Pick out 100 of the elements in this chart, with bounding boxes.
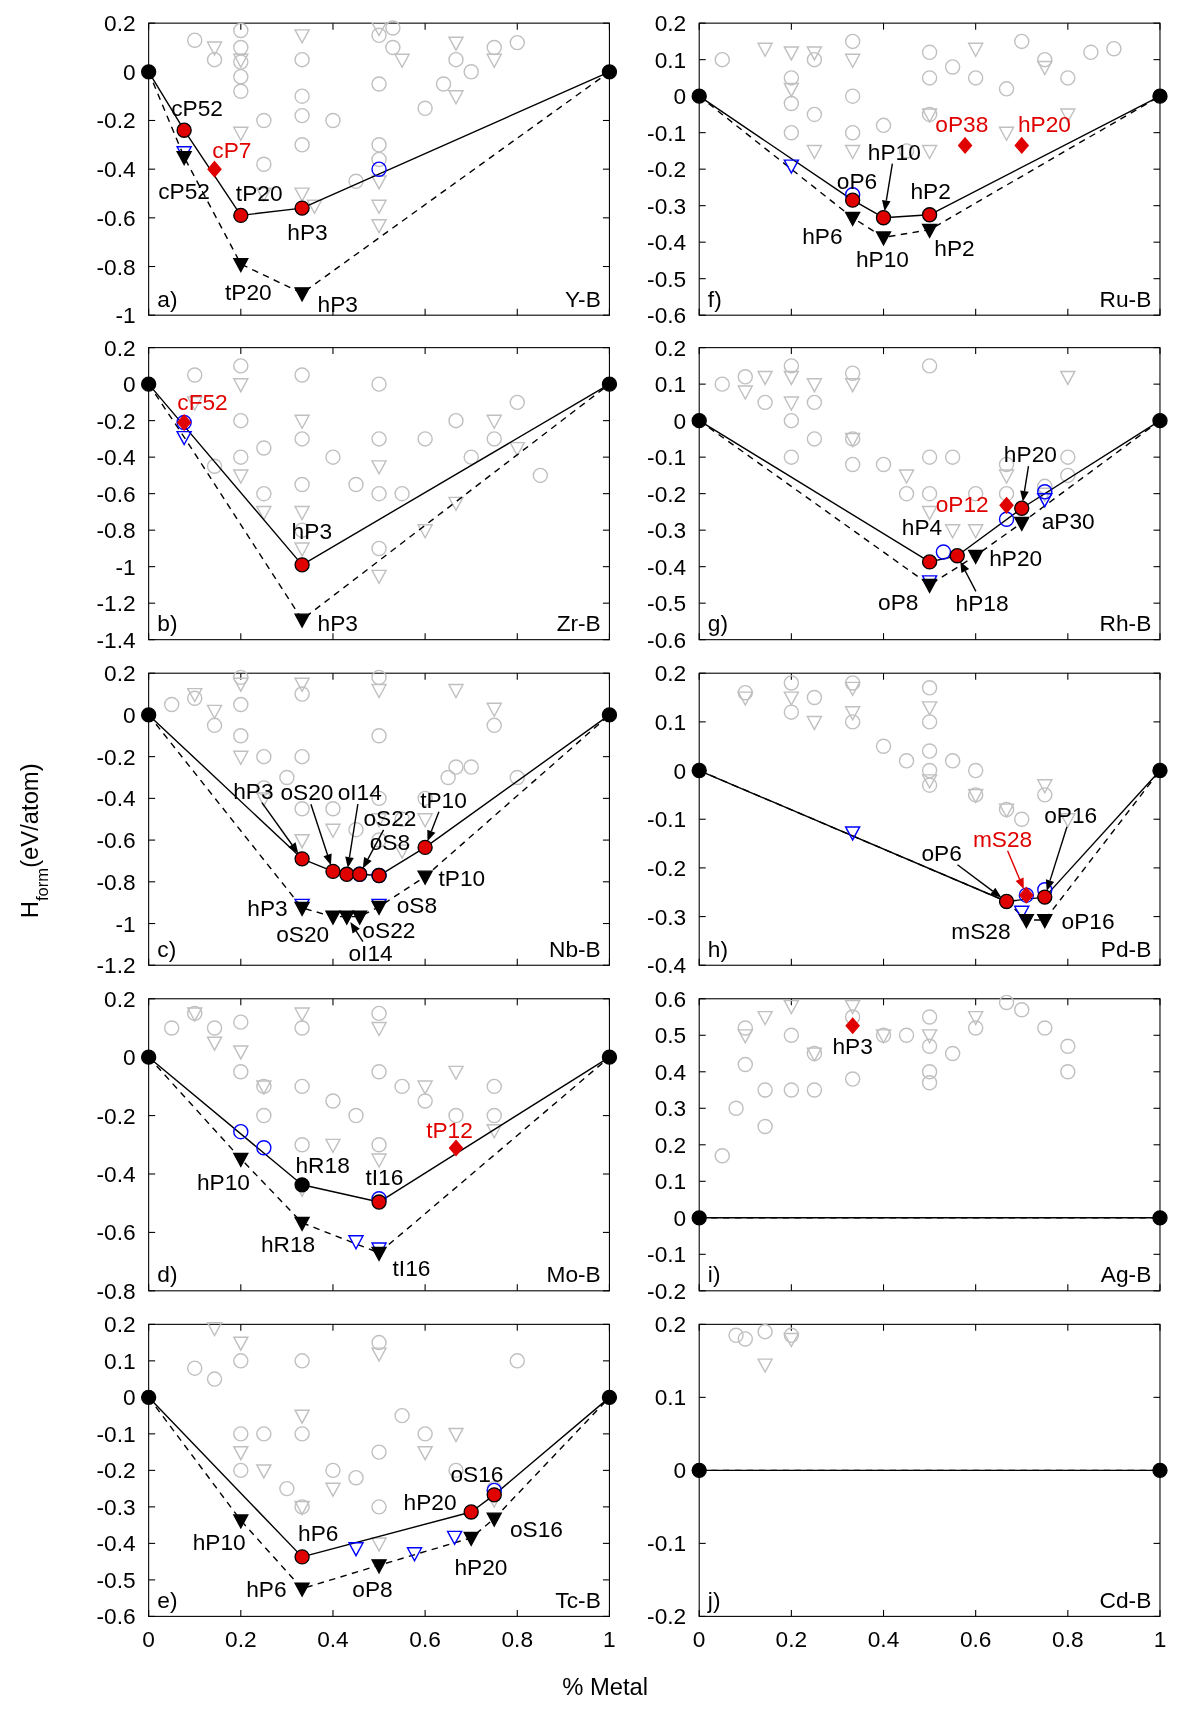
annotation: Rh-B	[1099, 610, 1152, 637]
y-tick-label: 0	[673, 407, 687, 434]
annotation: oP16	[1044, 801, 1098, 828]
annotation: oS8	[396, 891, 438, 918]
annotation: oS22	[362, 916, 416, 943]
annotation: i)	[707, 1261, 721, 1288]
annotation: hR18	[260, 1231, 316, 1258]
y-tick-label: -0.1	[647, 806, 687, 833]
y-tick-label: 0.2	[104, 660, 136, 687]
y-tick-label: -0.6	[96, 1219, 136, 1246]
annotation: tP10	[420, 786, 467, 813]
annotation: Tc-B	[555, 1586, 601, 1613]
annotation: hP10	[855, 246, 909, 273]
annotation: Ag-B	[1100, 1261, 1152, 1288]
annotation: oP8	[878, 589, 919, 616]
annotation: hP3	[287, 218, 328, 245]
annotation: j)	[706, 1586, 721, 1613]
y-tick-label: 0.2	[104, 985, 136, 1012]
y-tick-label: 0.2	[654, 10, 687, 37]
x-tick-label: 0.8	[1052, 1625, 1084, 1652]
annotation: hP2	[934, 235, 975, 262]
y-tick-label: -0.6	[96, 827, 136, 854]
y-tick-label: -0.2	[647, 1603, 687, 1630]
annotation: g)	[707, 610, 729, 637]
x-tick-label: 1	[1153, 1625, 1167, 1652]
annotation: cP52	[171, 94, 223, 121]
x-tick-label: 0.6	[959, 1625, 992, 1652]
y-tick-label: -0.4	[647, 229, 687, 256]
annotation: tP10	[438, 864, 486, 891]
y-tick-label: -0.8	[96, 517, 136, 544]
y-tick-label: -0.2	[96, 1102, 136, 1129]
annotation: cP7	[212, 136, 252, 163]
y-tick-label: -0.1	[647, 1530, 687, 1557]
y-tick-label: -0.4	[96, 1161, 136, 1187]
y-tick-label: -0.4	[647, 952, 687, 979]
y-tick-label: -1	[115, 302, 136, 329]
y-tick-label: -0.6	[96, 204, 136, 231]
y-tick-label: -0.3	[647, 192, 687, 219]
y-tick-label: 0.3	[654, 1095, 687, 1122]
annotation: hP3	[832, 1033, 873, 1060]
y-tick-label: -0.6	[647, 626, 687, 653]
y-tick-label: 0.1	[654, 371, 687, 398]
annotation: hP20	[1017, 110, 1071, 137]
y-tick-label: -0.2	[647, 1277, 687, 1304]
annotation: oP38	[935, 110, 989, 137]
y-tick-label: 0.1	[654, 1168, 687, 1195]
y-tick-label: -0.1	[647, 1241, 687, 1268]
y-tick-label: -1	[115, 910, 136, 937]
y-tick-label: -0.4	[96, 444, 136, 471]
annotation: Mo-B	[546, 1261, 601, 1288]
y-tick-label: -0.8	[96, 1277, 136, 1304]
y-tick-label: -0.4	[96, 156, 136, 183]
annotation: cP52	[158, 177, 211, 204]
annotation: aP30	[1041, 507, 1095, 534]
annotation: oP6	[921, 839, 962, 866]
y-tick-label: -0.2	[647, 156, 687, 183]
annotation: oI14	[337, 779, 382, 806]
x-tick-label: 1	[603, 1625, 616, 1652]
y-tick-label: 0.1	[654, 46, 687, 73]
annotation: tP12	[426, 1116, 473, 1143]
y-tick-label: 0	[123, 1384, 136, 1411]
y-tick-label: -0.6	[96, 480, 136, 507]
y-tick-label: 0	[673, 83, 687, 110]
x-tick-label: 0.4	[867, 1625, 900, 1652]
y-tick-label: -0.5	[647, 590, 687, 617]
x-tick-label: 0	[692, 1625, 706, 1652]
annotation: mS28	[951, 917, 1011, 944]
y-tick-label: -0.2	[647, 854, 687, 881]
y-tick-label: -0.1	[647, 444, 687, 471]
y-tick-label: -0.2	[96, 743, 136, 770]
annotation: oP16	[1061, 908, 1115, 935]
annotation: tI16	[365, 1164, 404, 1191]
y-tick-label: -0.2	[96, 407, 136, 434]
annotation: hP3	[317, 609, 358, 636]
x-axis-title: % Metal	[562, 1673, 649, 1701]
annotation: f)	[707, 285, 722, 312]
y-tick-label: 0.6	[654, 985, 687, 1012]
y-tick-label: -1	[115, 553, 136, 580]
annotation: Y-B	[565, 285, 601, 312]
y-tick-label: 0.2	[654, 1131, 687, 1158]
annotation: hR18	[295, 1152, 350, 1179]
y-tick-label: -0.5	[96, 1566, 136, 1593]
y-tick-label: -0.6	[96, 1603, 136, 1630]
annotation: hP10	[867, 138, 921, 165]
annotation: hP6	[298, 1520, 339, 1547]
annotation: hP18	[955, 590, 1009, 617]
x-tick-label: 0.8	[501, 1625, 534, 1652]
y-tick-label: 0	[123, 371, 136, 398]
y-tick-label: 0.1	[654, 708, 687, 735]
y-tick-label: -0.1	[96, 1420, 136, 1447]
annotation: hP6	[246, 1575, 287, 1602]
y-tick-label: 0	[123, 1044, 136, 1071]
annotation: tI16	[392, 1254, 431, 1281]
annotation: Nb-B	[549, 935, 601, 962]
y-tick-label: -0.6	[647, 302, 687, 329]
y-tick-label: -0.3	[96, 1493, 136, 1520]
annotation: oS16	[509, 1516, 563, 1543]
y-tick-label: -0.1	[647, 119, 687, 146]
x-tick-label: 0.4	[317, 1625, 349, 1652]
y-tick-label: 0.1	[104, 1347, 136, 1374]
